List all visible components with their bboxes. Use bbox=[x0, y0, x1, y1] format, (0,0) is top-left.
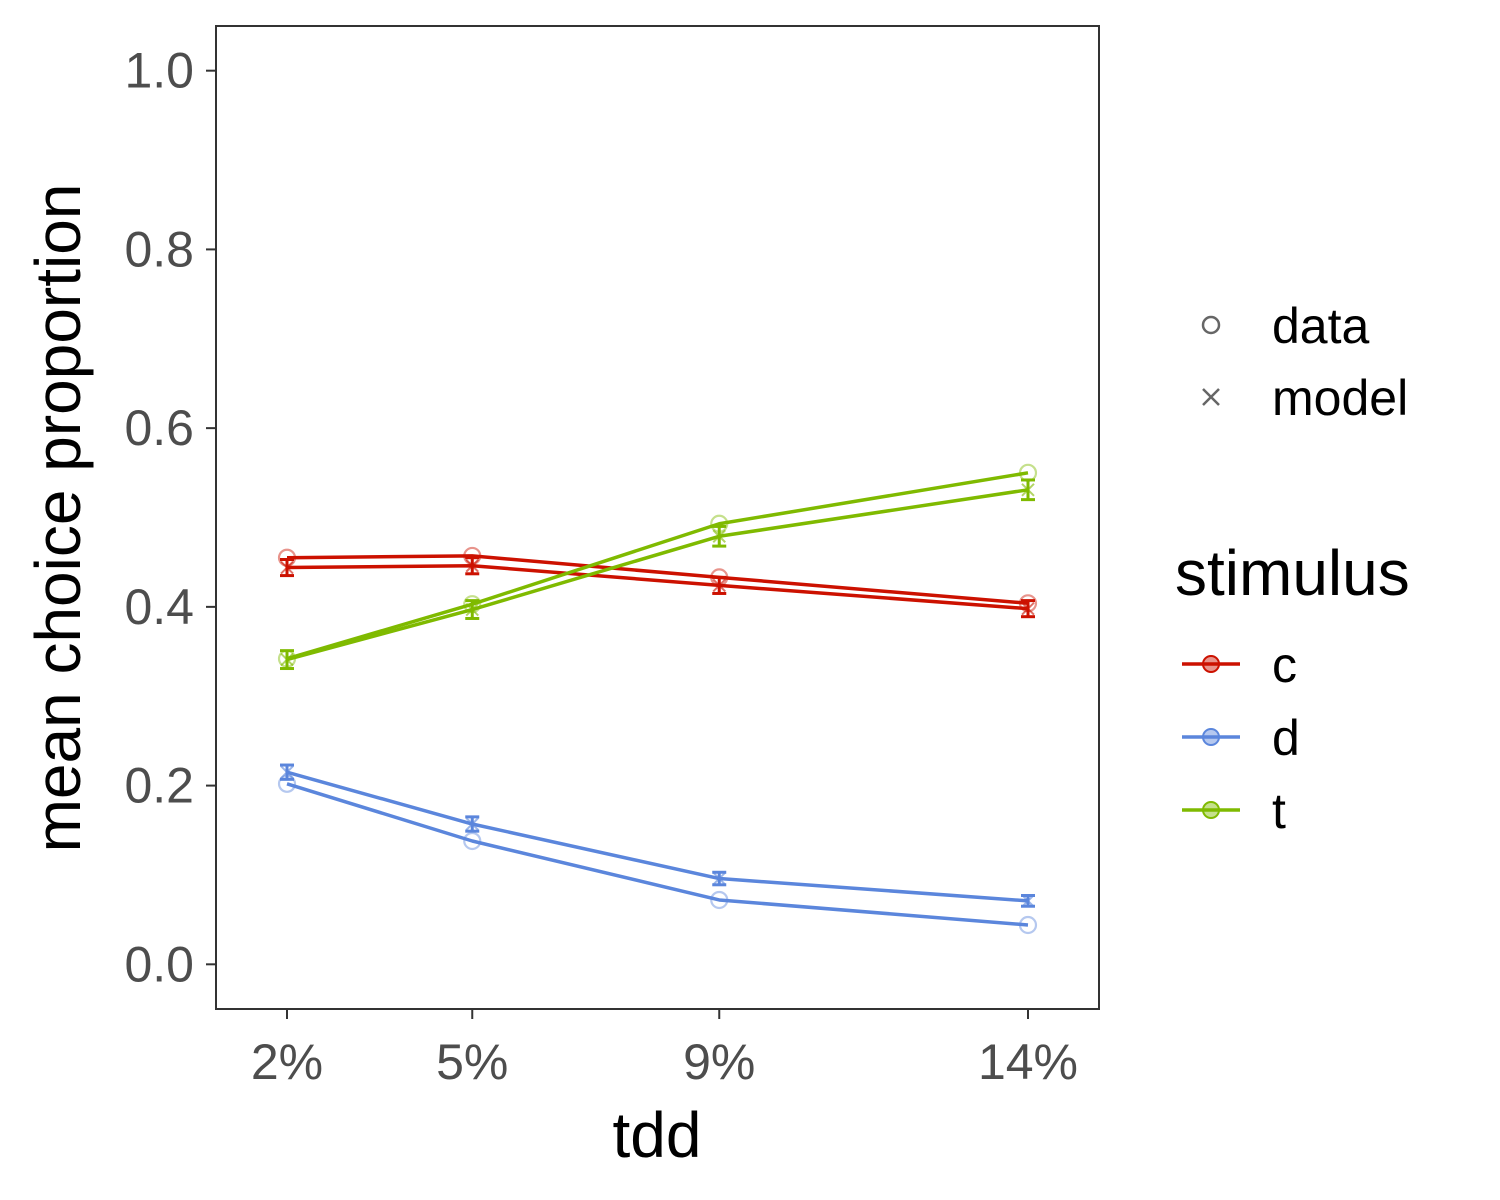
model-point-t bbox=[280, 652, 294, 667]
model-point-c bbox=[465, 559, 479, 573]
y-tick-label: 0.0 bbox=[124, 936, 194, 992]
x-axis: 2% 5% 9% 14% bbox=[251, 1009, 1078, 1090]
model-point-t bbox=[465, 602, 479, 617]
legend-key-point-d bbox=[1202, 728, 1220, 746]
y-axis-title: mean choice proportion bbox=[22, 184, 94, 853]
series-line-c-data bbox=[286, 554, 1029, 606]
x-axis-title: tdd bbox=[613, 1099, 702, 1171]
x-tick-label: 14% bbox=[978, 1034, 1078, 1090]
data-point-d bbox=[463, 831, 482, 851]
legend: data model stimulus cdt bbox=[1175, 298, 1410, 839]
model-point-d bbox=[712, 871, 726, 886]
legend-key-model bbox=[1202, 388, 1220, 406]
legend-key-point-t bbox=[1202, 801, 1220, 819]
y-tick-label: 0.6 bbox=[124, 400, 194, 456]
data-point-d bbox=[710, 890, 729, 910]
legend-label-d: d bbox=[1272, 710, 1300, 766]
y-tick-label: 0.8 bbox=[124, 221, 194, 277]
series-line-c-model bbox=[286, 564, 1029, 611]
legend-label-data: data bbox=[1272, 298, 1370, 354]
model-point-c bbox=[712, 578, 726, 593]
x-tick-label: 5% bbox=[436, 1034, 508, 1090]
model-point-d bbox=[1021, 894, 1035, 908]
series-line-d-model bbox=[286, 770, 1029, 903]
model-point-t bbox=[1021, 483, 1035, 497]
model-point-d bbox=[280, 765, 294, 779]
legend-key-point-c bbox=[1202, 655, 1220, 673]
series-line-t-model bbox=[286, 488, 1029, 662]
model-point-c bbox=[280, 560, 294, 575]
legend-label-model: model bbox=[1272, 370, 1408, 426]
y-tick-label: 0.2 bbox=[124, 758, 194, 814]
panel-background bbox=[216, 26, 1099, 1009]
x-tick-label: 2% bbox=[251, 1034, 323, 1090]
legend-key-data bbox=[1201, 315, 1221, 335]
plot-marks bbox=[277, 463, 1038, 935]
legend-title: stimulus bbox=[1175, 537, 1410, 609]
model-point-d bbox=[465, 817, 479, 831]
data-point-d bbox=[1018, 915, 1038, 935]
model-point-t bbox=[712, 529, 726, 543]
series-line-d-data bbox=[286, 782, 1029, 927]
y-axis: 0.0 0.2 0.4 0.6 0.8 1.0 bbox=[124, 43, 216, 992]
legend-label-t: t bbox=[1272, 783, 1286, 839]
x-tick-label: 9% bbox=[683, 1034, 755, 1090]
y-tick-label: 0.4 bbox=[124, 579, 194, 635]
model-point-c bbox=[1021, 601, 1035, 616]
series-line-t-data bbox=[286, 471, 1029, 661]
legend-label-c: c bbox=[1272, 637, 1297, 693]
panel-border bbox=[215, 25, 1100, 1010]
y-tick-label: 1.0 bbox=[124, 43, 194, 99]
